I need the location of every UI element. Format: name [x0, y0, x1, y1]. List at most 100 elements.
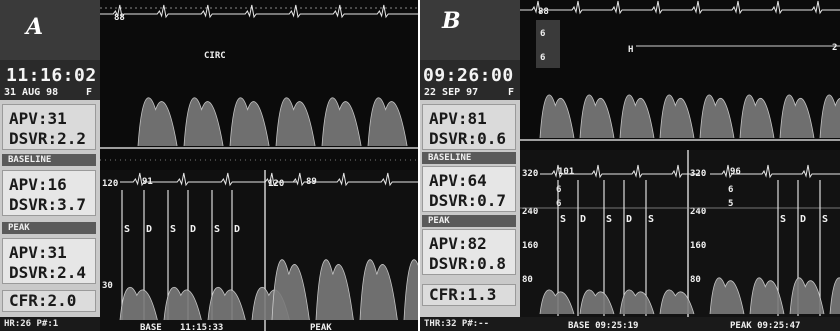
panel-a-peak-dsvr: DSVR:2.4	[9, 263, 87, 282]
panel-b-lower-mid-right: 240	[690, 207, 706, 217]
panel-b-lower-hr-right: 96	[730, 167, 741, 177]
panel-b-lower-low-left: 160	[522, 241, 538, 251]
panel-b-lower-waveform-right-1	[749, 277, 785, 315]
panel-b-lower-num1-right: 6	[728, 185, 733, 195]
panel-b-date-suffix: F	[508, 87, 515, 98]
panel-b-upper-ecg-trace	[520, 0, 840, 15]
panel-a-baseline-apv: APV:16	[9, 175, 67, 194]
panel-a-footer: HR:26 P#:1	[0, 317, 100, 331]
panel-a-lower-waveform-right-2	[359, 259, 398, 321]
panel-b-peak-label: PEAK	[422, 215, 516, 227]
panel-a-letter: A	[26, 14, 44, 40]
panel-b-footer: THR:32 P#:--	[420, 317, 520, 331]
panel-b-lower-ecg-left	[540, 164, 700, 179]
panel-b-lower-waveform-right-0	[709, 277, 745, 315]
panel-b-upper-waveform-2	[619, 94, 655, 139]
panel-b-peak-apv: APV:82	[429, 234, 487, 253]
panel-a-current-values: APV:31 DSVR:2.2	[2, 104, 96, 150]
panel-a-lower-waveform-left-1	[163, 286, 202, 321]
panel-a-lower-waveform-right-3	[403, 259, 418, 321]
panel-b-header: B	[420, 0, 520, 60]
panel-b-lower-waveform-right-2	[789, 277, 825, 315]
panel-b-lower-waveform-left-1	[579, 289, 615, 315]
panel-a-lower-scale-left: 120	[102, 179, 118, 189]
panel-b-top-num1: 6	[540, 29, 545, 39]
panel-b-lower-ecg-right	[710, 164, 840, 179]
panel-b-right-num: 2	[832, 43, 837, 53]
panel-a-sd-label-0: S	[124, 224, 130, 235]
panel-a-peak-footer: PEAK	[310, 323, 332, 331]
panel-b-upper-waveform-5	[739, 94, 775, 139]
panel-a-lower-waveform-left-0	[119, 286, 158, 321]
panel-a-sd-label-1: D	[146, 224, 152, 235]
panel-b-date: 22 SEP 97	[424, 87, 479, 98]
panel-a-upper-waveform-1	[183, 97, 224, 147]
panel-a-sd-label-3: D	[190, 224, 196, 235]
panel-b-lower-num2-left: 6	[556, 199, 561, 209]
panel-b-lower-scale-left: 320	[522, 169, 538, 179]
panel-b-lower-num2-right: 5	[728, 199, 733, 209]
panel-a-sd-label-4: S	[214, 224, 220, 235]
panel-b-sd-left-label-2: S	[606, 214, 612, 225]
panel-a-base-label: BASE	[140, 323, 162, 331]
panel-b-upper-waveform-4	[699, 94, 735, 139]
panel-b-lower-num1-left: 6	[556, 185, 561, 195]
panel-a-lower-ecg-right	[280, 172, 418, 187]
panel-b-lower-low-right: 160	[690, 241, 706, 251]
panel-a-upper-waveform-0	[137, 97, 178, 147]
panel-a-upper-waveform-3	[275, 97, 316, 147]
panel-a-upper-waveform-5	[367, 97, 408, 147]
panel-a-lower-ecg-left	[120, 172, 296, 187]
panel-b-lower-waveform-left-3	[659, 289, 695, 315]
panel-a-upper-waveform-4	[321, 97, 362, 147]
panel-b-baseline-values: APV:64 DSVR:0.7	[422, 166, 516, 212]
panel-b-sidebar: B 09:26:00 22 SEP 97 F APV:81 DSVR:0.6 B…	[420, 0, 520, 331]
panel-b-upper-waveform-6	[779, 94, 815, 139]
panel-a-sidebar: A 11:16:02 31 AUG 98 F APV:31 DSVR:2.2 B…	[0, 0, 100, 331]
panel-a-lower-waveform-left-2	[207, 286, 246, 321]
panel-a-peak-label: PEAK	[2, 222, 96, 234]
panel-a-clock-box: 11:16:02 31 AUG 98 F	[0, 60, 100, 100]
panel-b-upper-waveform-3	[659, 94, 695, 139]
panel-b-base-footer: BASE 09:25:19	[568, 321, 638, 331]
panel-b-lower-waveform-left-0	[539, 289, 575, 315]
panel-b-sd-left-label-4: S	[648, 214, 654, 225]
panel-a-apv: APV:31	[9, 109, 67, 128]
panel-a-lower-scale-right: 120	[268, 179, 284, 189]
panel-a-dsvr: DSVR:2.2	[9, 129, 87, 148]
panel-b-sd-right-label-0: S	[780, 214, 786, 225]
panel-a-baseline-label: BASELINE	[2, 154, 96, 166]
panel-b-sd-left-label-0: S	[560, 214, 566, 225]
panel-b-lower-waveform-right-3	[829, 277, 840, 315]
panel-b-upper-waveform-0	[539, 94, 575, 139]
panel-b-sd-left-label-1: D	[580, 214, 586, 225]
panel-a-date-suffix: F	[86, 87, 93, 98]
panel-a-cfr: CFR:2.0	[2, 290, 96, 312]
panel-b-dsvr: DSVR:0.6	[429, 129, 507, 148]
panel-a-time: 11:16:02	[6, 65, 97, 86]
panel-a-date: 31 AUG 98	[4, 87, 59, 98]
panel-a-header: A	[0, 0, 100, 60]
panel-b-baseline-dsvr: DSVR:0.7	[429, 191, 507, 210]
panel-a-lower-waveform-right-1	[315, 259, 354, 321]
panel-a: A 11:16:02 31 AUG 98 F APV:31 DSVR:2.2 B…	[0, 0, 418, 331]
panel-a-upper-ecg-trace	[100, 4, 418, 19]
panel-b-upper-doppler: 88 6 6 H 2	[520, 0, 840, 150]
panel-b-apv: APV:81	[429, 109, 487, 128]
panel-a-lower-mid: 30	[102, 281, 113, 291]
panel-b-clock-box: 09:26:00 22 SEP 97 F	[420, 60, 520, 100]
panel-b-upper-waveform-7	[819, 94, 840, 139]
panel-b-lower-mid-left: 240	[522, 207, 538, 217]
panel-b-baseline-apv: APV:64	[429, 171, 487, 190]
panel-a-sd-label-5: D	[234, 224, 240, 235]
panel-a-upper-waveform-2	[229, 97, 270, 147]
panel-a-hr-top: 88	[114, 13, 125, 23]
panel-a-baseline-values: APV:16 DSVR:3.7	[2, 170, 96, 216]
panel-a-lower-waveform-right-0	[271, 259, 310, 321]
panel-b-baseline-label: BASELINE	[422, 152, 516, 164]
panel-b-lower-hr-left: 101	[558, 167, 574, 177]
panel-a-sd-label-2: S	[170, 224, 176, 235]
panel-b-sd-left-label-3: D	[626, 214, 632, 225]
panel-b: B 09:26:00 22 SEP 97 F APV:81 DSVR:0.6 B…	[420, 0, 840, 331]
